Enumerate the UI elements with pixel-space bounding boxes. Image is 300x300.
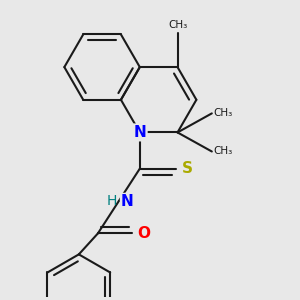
Text: CH₃: CH₃ (214, 146, 233, 157)
Text: H: H (107, 194, 117, 208)
Text: O: O (137, 226, 150, 241)
Text: N: N (134, 125, 146, 140)
Text: S: S (182, 161, 193, 176)
Text: CH₃: CH₃ (168, 20, 187, 30)
Text: CH₃: CH₃ (214, 108, 233, 118)
Text: N: N (121, 194, 133, 208)
